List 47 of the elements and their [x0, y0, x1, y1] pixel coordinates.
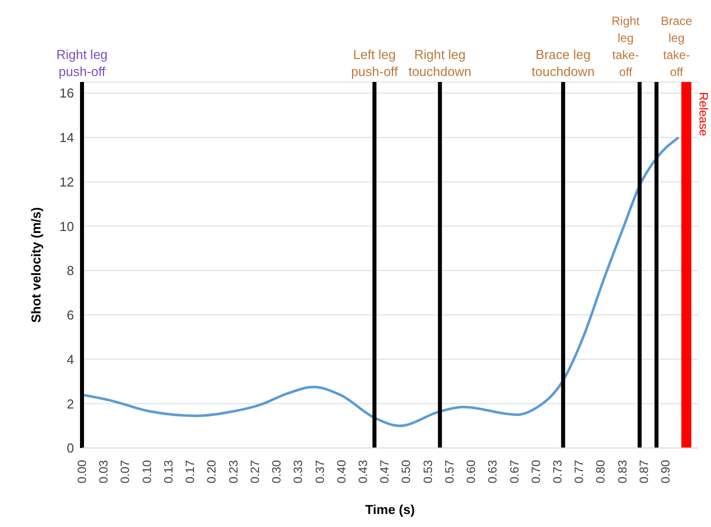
y-tick-label: 14	[60, 130, 74, 146]
y-tick-label: 0	[66, 440, 74, 456]
x-tick-label: 0.40	[334, 460, 348, 484]
x-axis-title: Time (s)	[365, 502, 415, 517]
ref-line-label: Right leg push-off	[56, 47, 108, 79]
ref-line-label: Left leg push-off	[351, 47, 398, 79]
x-tick-label: 0.73	[550, 460, 564, 484]
line-series	[82, 136, 680, 428]
x-tick-label: 0.27	[248, 460, 262, 484]
x-tick-label: 0.87	[636, 460, 651, 484]
x-tick-label: 0.30	[270, 460, 284, 484]
x-tick-label: 0.90	[658, 460, 673, 484]
ref-line-label: Release	[696, 92, 710, 136]
y-tick-label: 10	[60, 218, 74, 234]
x-tick-label: 0.13	[161, 460, 176, 484]
x-tick-label: 0.43	[356, 460, 370, 484]
y-tick-label: 4	[66, 352, 74, 367]
x-tick-label: 0.10	[140, 460, 154, 484]
x-tick-label: 0.57	[442, 460, 456, 484]
x-tick-label: 0.23	[226, 460, 240, 484]
x-tick-label: 0.50	[399, 460, 414, 484]
x-tick-label: 0.17	[183, 460, 198, 484]
y-tick-label: 8	[66, 263, 74, 278]
x-tick-label: 0.07	[118, 460, 132, 484]
ref-line-label: Right leg take- off	[612, 14, 640, 79]
x-tick-label: 0.53	[420, 460, 435, 484]
ref-line-label: Brace leg touchdown	[532, 47, 595, 79]
x-tick-label: 0.37	[312, 460, 327, 484]
x-tick-label: 0.67	[507, 460, 522, 484]
ref-line-label: Brace leg take- off	[660, 14, 692, 79]
x-tick-label: 0.33	[291, 460, 306, 484]
x-tick-label: 0.63	[486, 460, 500, 484]
x-tick-label: 0.83	[615, 460, 630, 484]
y-axis-title: Shot velocity (m/s)	[28, 207, 44, 323]
y-tick-label: 12	[60, 174, 74, 190]
x-tick-label: 0.20	[204, 460, 219, 484]
x-tick-label: 0.60	[464, 460, 478, 484]
ref-line-label: Right leg touchdown	[408, 47, 472, 79]
x-tick-label: 0.03	[96, 460, 111, 484]
x-tick-label: 0.80	[594, 460, 608, 484]
x-tick-label: 0.70	[528, 460, 543, 484]
y-tick-label: 6	[66, 308, 74, 323]
x-tick-label: 0.47	[378, 460, 392, 484]
x-tick-label: 0.77	[572, 460, 586, 484]
y-tick-label: 16	[60, 86, 74, 101]
y-tick-label: 2	[66, 396, 74, 412]
x-tick-label: 0.00	[75, 460, 89, 484]
